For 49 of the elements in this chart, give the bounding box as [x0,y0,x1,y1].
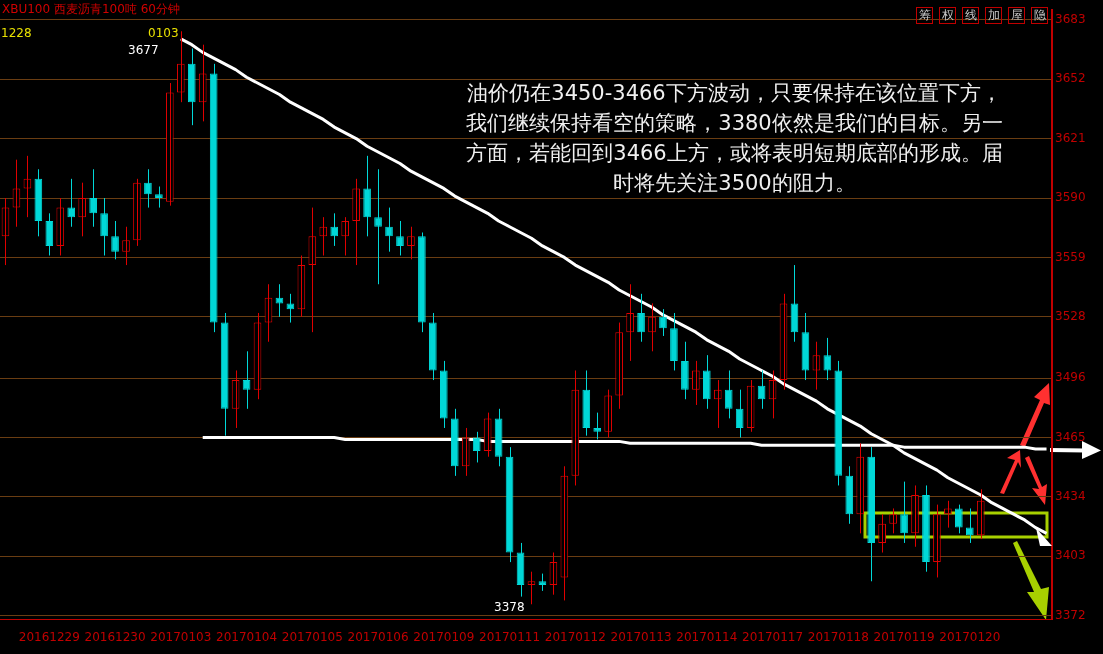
annotation: 油价仍在3450-3466下方波动，只要保持在该位置下方，我们继续保持看空的策略，3380依然是我们的目标。另一方面，若能回到3466上方，或将表明短期底部的形成。届时将先关注3500的阻力。 [465,80,1004,197]
y-tick-label: 3496 [1055,370,1086,385]
x-tick-label: 20170109 [413,629,475,644]
annotation: 1228 [1,26,32,40]
candlestick [670,312,678,371]
y-tick-label: 3372 [1055,607,1086,622]
x-tick-label: 20170106 [347,629,409,644]
candlestick [374,168,382,285]
x-tick-label: 20161229 [18,629,80,644]
candlestick [155,186,163,209]
candlestick [955,504,963,534]
candlestick [692,360,700,406]
x-tick-label: 20170105 [281,629,343,644]
x-tick-label: 20170114 [676,629,738,644]
annotation: 筹 [916,7,933,24]
y-tick-label: 3621 [1055,130,1086,145]
annotation: 3378 [494,600,525,614]
y-tick-label: 3652 [1055,71,1086,86]
y-tick-label: 3559 [1055,249,1086,264]
candlestick [352,178,360,266]
y-tick-label: 3403 [1055,548,1086,563]
x-tick-label: 20170120 [939,629,1001,644]
y-tick-label: 3465 [1055,429,1086,444]
annotation: 屋 [1008,7,1025,24]
x-tick-label: 20170113 [610,629,672,644]
x-tick-label: 20170104 [216,629,278,644]
annotation: 权 [939,7,956,24]
annotation: 隐 [1031,7,1048,24]
y-tick-label: 3683 [1055,11,1086,26]
annotation: 3677 [128,43,159,57]
x-tick-label: 20170117 [742,629,804,644]
candlestick [111,220,119,260]
x-tick-label: 20170118 [807,629,869,644]
chart-title: XBU100 西麦沥青100吨 60分钟 [2,1,180,18]
x-tick-label: 20170119 [873,629,935,644]
candlestick [944,500,952,529]
y-tick-label: 3434 [1055,489,1086,504]
x-tick-label: 20161230 [84,629,146,644]
candlestick [604,389,613,439]
annotation: 加 [985,7,1002,24]
x-tick-label: 20170112 [544,629,606,644]
x-tick-label: 20170103 [150,629,212,644]
candlestick [396,220,404,256]
y-tick-label: 3528 [1055,308,1086,323]
annotation: 线 [962,7,979,24]
x-tick-label: 20170111 [479,629,541,644]
annotation: 0103 [148,26,179,40]
candlestick [593,412,602,440]
y-tick-label: 3590 [1055,190,1086,205]
